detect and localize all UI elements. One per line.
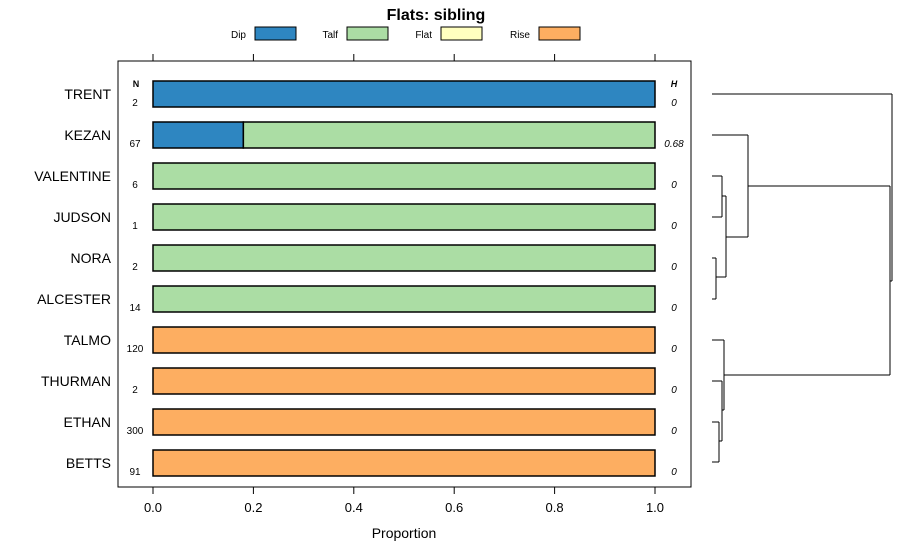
category-label: ETHAN: [64, 414, 111, 430]
x-axis-title: Proportion: [372, 525, 437, 541]
category-label: TALMO: [64, 332, 111, 348]
bar-row-talmo: TALMO 120 0: [64, 326, 677, 355]
category-label: TRENT: [64, 86, 111, 102]
bar-row-valentine: VALENTINE 6 0: [34, 162, 677, 191]
legend-label-talf: Talf: [322, 30, 338, 41]
category-label: NORA: [71, 250, 112, 266]
n-value: 2: [132, 262, 138, 273]
n-value: 91: [129, 467, 141, 478]
n-value: 300: [127, 426, 144, 437]
h-value: 0: [671, 262, 677, 273]
x-axis: 0.0 0.2 0.4 0.6 0.8 1.0: [144, 54, 664, 515]
bar-segment-talf: [242, 121, 656, 149]
x-tick-label: 0.6: [445, 500, 463, 515]
chart-title: Flats: sibling: [387, 7, 486, 24]
bar-row-kezan: KEZAN 67 0.68: [64, 121, 684, 150]
category-label: BETTS: [66, 455, 111, 471]
n-value: 120: [127, 344, 144, 355]
h-column-header: H: [671, 79, 678, 89]
h-value: 0: [671, 303, 677, 314]
legend-swatch-flat: [440, 26, 483, 41]
x-tick-label: 0.8: [546, 500, 564, 515]
h-value: 0: [671, 385, 677, 396]
h-value: 0: [671, 180, 677, 191]
bar-segment-rise: [152, 367, 656, 395]
legend-label-flat: Flat: [415, 30, 432, 41]
bar-row-ethan: ETHAN 300 0: [64, 408, 677, 437]
bar-segment-talf: [152, 162, 656, 190]
legend-swatch-rise: [538, 26, 581, 41]
bar-segment-rise: [152, 449, 656, 477]
category-label: KEZAN: [64, 127, 111, 143]
h-value: 0: [671, 426, 677, 437]
h-value: 0: [671, 221, 677, 232]
x-tick-label: 0.0: [144, 500, 162, 515]
x-tick-label: 0.4: [345, 500, 363, 515]
n-value: 2: [132, 385, 138, 396]
category-label: ALCESTER: [37, 291, 111, 307]
legend-swatch-dip: [254, 26, 297, 41]
bar-segment-rise: [152, 408, 656, 436]
h-value: 0: [671, 344, 677, 355]
bar-row-trent: TRENT 2 0: [64, 80, 677, 109]
n-value: 1: [132, 221, 138, 232]
x-tick-label: 0.2: [244, 500, 262, 515]
bar-row-betts: BETTS 91 0: [66, 449, 677, 478]
plot-frame: [117, 60, 692, 488]
n-value: 6: [132, 180, 138, 191]
bar-row-alcester: ALCESTER 14 0: [37, 285, 677, 314]
n-value: 67: [129, 139, 141, 150]
h-value: 0.68: [664, 139, 684, 150]
bar-row-nora: NORA 2 0: [71, 244, 677, 273]
h-value: 0: [671, 98, 677, 109]
bar-segment-talf: [152, 203, 656, 231]
n-column-header: N: [133, 79, 140, 89]
n-value: 14: [129, 303, 141, 314]
dendrogram: [712, 93, 893, 463]
category-label: JUDSON: [53, 209, 111, 225]
x-tick-label: 1.0: [646, 500, 664, 515]
legend-label-rise: Rise: [510, 30, 530, 41]
bar-segment-dip: [152, 80, 656, 108]
legend-swatch-talf: [346, 26, 389, 41]
bar-segment-talf: [152, 285, 656, 313]
category-label: THURMAN: [41, 373, 111, 389]
bar-segment-rise: [152, 326, 656, 354]
n-value: 2: [132, 98, 138, 109]
bar-segment-talf: [152, 244, 656, 272]
legend-label-dip: Dip: [231, 30, 246, 41]
bar-row-judson: JUDSON 1 0: [53, 203, 677, 232]
legend: Dip Talf Flat Rise: [231, 26, 581, 41]
bar-segment-dip: [152, 121, 245, 149]
h-value: 0: [671, 467, 677, 478]
bar-row-thurman: THURMAN 2 0: [41, 367, 677, 396]
category-label: VALENTINE: [34, 168, 111, 184]
